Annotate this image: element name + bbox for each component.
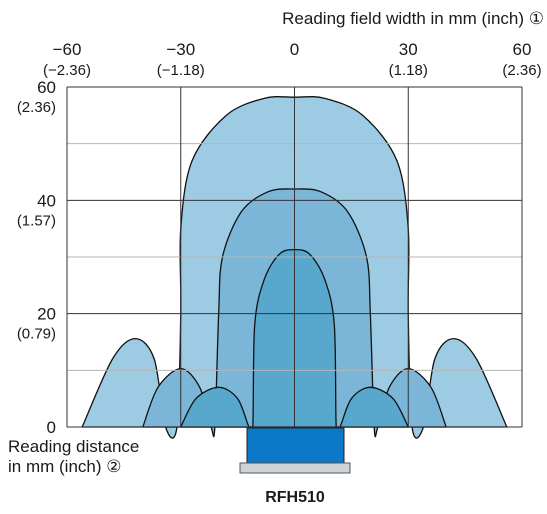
- device-housing: [239, 462, 351, 474]
- y-tick-sublabel: (2.36): [17, 99, 56, 116]
- y-axis-title-line-2: in mm (inch) ②: [8, 457, 121, 476]
- y-tick-sublabel: (1.57): [17, 212, 56, 229]
- x-tick-label: 60: [513, 40, 532, 59]
- y-tick-sublabel: (0.79): [17, 326, 56, 343]
- y-tick-label: 40: [37, 191, 56, 210]
- y-tick-label: 20: [37, 305, 56, 324]
- x-tick-label: −60: [53, 40, 82, 59]
- device-label: RFH510: [265, 489, 325, 506]
- x-axis-title: Reading field width in mm (inch) ①: [282, 9, 544, 28]
- device-sensor-face: [246, 427, 345, 464]
- x-tick-sublabel: (−1.18): [157, 62, 205, 79]
- x-tick-label: 30: [399, 40, 418, 59]
- y-axis-title-line-1: Reading distance: [8, 437, 139, 456]
- y-tick-label: 60: [37, 78, 56, 97]
- grid-lines: [66, 86, 523, 428]
- rfid-device: [239, 427, 351, 474]
- x-tick-sublabel: (−2.36): [43, 62, 91, 79]
- y-tick-labels: 0 20 (0.79) 40 (1.57) 60 (2.36): [17, 78, 56, 437]
- x-tick-label: 0: [290, 40, 299, 59]
- x-tick-sublabel: (2.36): [502, 62, 541, 79]
- x-tick-sublabel: (1.18): [389, 62, 428, 79]
- x-tick-labels: −60 (−2.36) −30 (−1.18) 0 30 (1.18) 60 (2.36): [43, 40, 542, 79]
- y-tick-label: 0: [47, 418, 56, 437]
- x-tick-label: −30: [166, 40, 195, 59]
